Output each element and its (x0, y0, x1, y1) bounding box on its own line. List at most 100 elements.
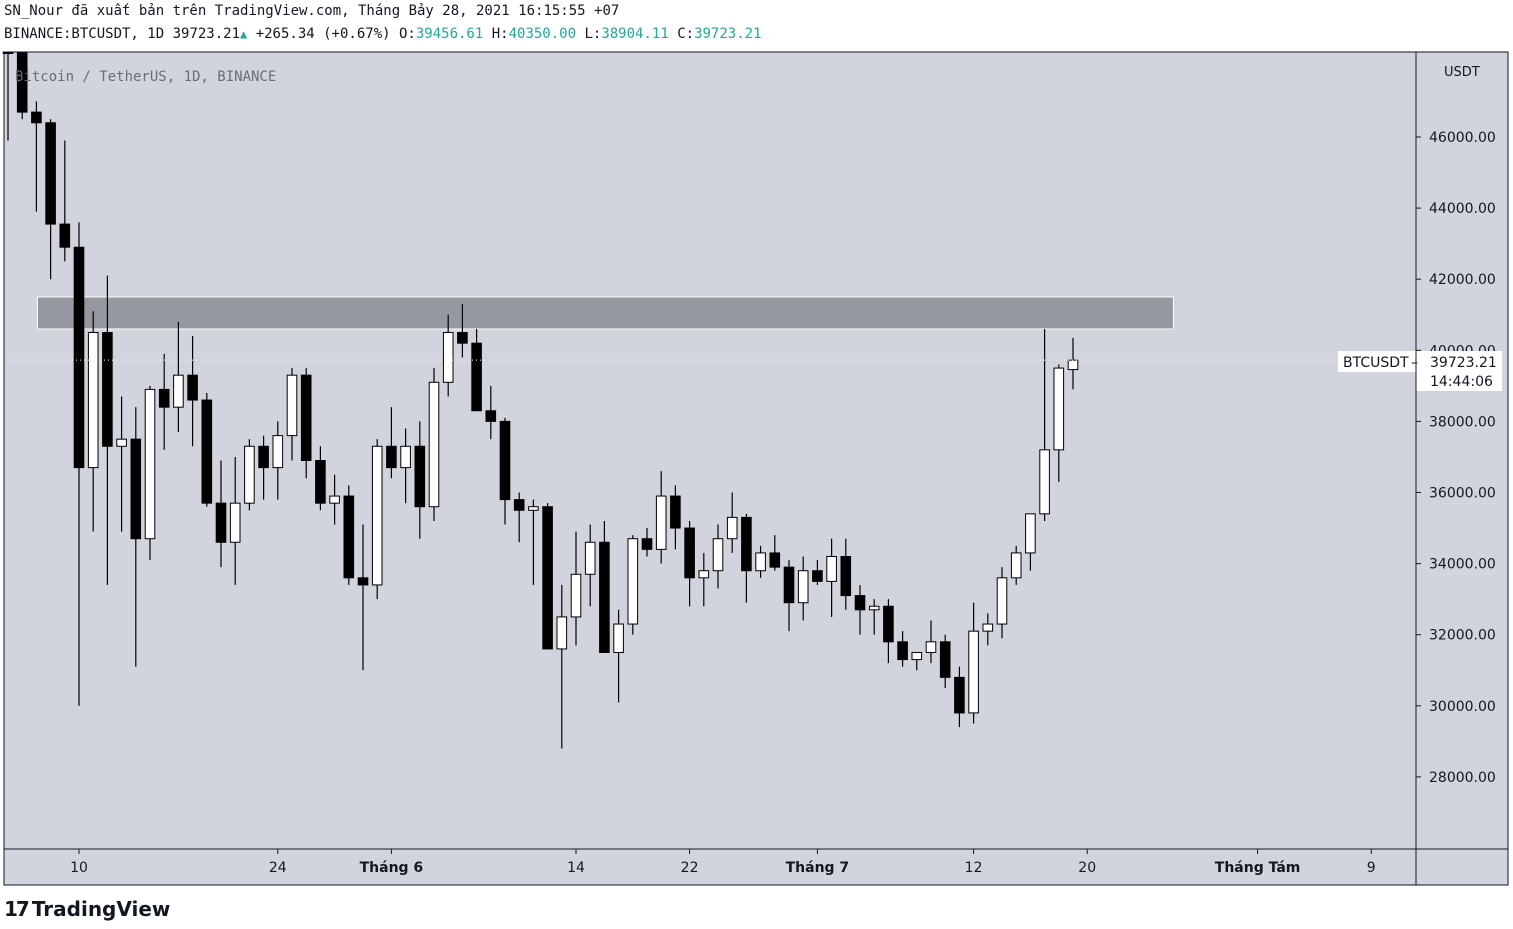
time-axis[interactable] (4, 849, 1508, 885)
candle-body[interactable] (826, 555, 837, 582)
candle-body[interactable] (258, 445, 269, 469)
candle-body[interactable] (59, 223, 71, 248)
candle-body[interactable] (31, 111, 42, 124)
publish-info: SN_Nour đã xuất bản trên TradingView.com… (4, 3, 620, 19)
resistance-zone[interactable] (36, 296, 1174, 330)
ohlc-legend: BINANCE:BTCUSDT, 1D 39723.21▲ +265.34 (+… (4, 26, 762, 42)
candle-body[interactable] (1025, 513, 1036, 554)
candle-body[interactable] (201, 399, 213, 504)
candle-body[interactable] (173, 374, 184, 408)
x-tick-label: Tháng 6 (360, 860, 424, 876)
y-tick-label: 34000.00 (1429, 557, 1496, 573)
candle-body[interactable] (229, 502, 241, 543)
candle-body[interactable] (428, 381, 440, 508)
candle-body[interactable] (244, 445, 255, 504)
candle-body[interactable] (883, 605, 894, 643)
candle-body[interactable] (741, 516, 752, 572)
candle-body[interactable] (556, 616, 568, 650)
candle-body[interactable] (698, 570, 710, 579)
candle-body[interactable] (627, 538, 639, 625)
candle-body[interactable] (414, 445, 426, 508)
time-axis-ticks: 10 24 Tháng 6 14 22 Tháng 7 12 20 Tháng Tám 9 (70, 849, 1376, 876)
candle-body[interactable] (797, 570, 809, 604)
candle-body[interactable] (599, 541, 610, 653)
candle-body[interactable] (613, 623, 624, 653)
candle-body[interactable] (812, 570, 823, 582)
candle-body[interactable] (769, 552, 781, 568)
candle-body[interactable] (911, 651, 923, 661)
candle-body[interactable] (272, 435, 284, 469)
candle-body[interactable] (286, 374, 298, 437)
chart-title: Bitcoin / TetherUS, 1D, BINANCE (15, 69, 276, 85)
candle-body[interactable] (442, 332, 454, 383)
candle-body[interactable] (400, 445, 411, 469)
candle-body[interactable] (144, 388, 156, 540)
candle-body[interactable] (1067, 359, 1079, 371)
candle-body[interactable] (315, 460, 326, 504)
candle-body[interactable] (897, 641, 908, 661)
candle-body[interactable] (300, 374, 312, 462)
candle-body[interactable] (130, 438, 142, 540)
candle-body[interactable] (655, 495, 667, 550)
plot-area[interactable] (4, 52, 1416, 849)
x-tick-label: 22 (681, 860, 699, 876)
y-tick-label: 46000.00 (1429, 130, 1496, 146)
candle-body[interactable] (1039, 449, 1050, 515)
candle-body[interactable] (925, 641, 937, 653)
y-tick-label: 30000.00 (1429, 699, 1496, 715)
low-label: L: (584, 26, 602, 42)
y-tick-label: 44000.00 (1429, 201, 1496, 217)
last-price-symbol: BTCUSDT (1343, 355, 1409, 371)
candle-body[interactable] (570, 573, 582, 618)
unit-mask (1416, 52, 1508, 72)
candle-body[interactable] (982, 623, 994, 632)
candle-body[interactable] (499, 420, 511, 501)
candle-body[interactable] (868, 605, 880, 611)
candle-body[interactable] (513, 499, 525, 511)
candle-body[interactable] (968, 630, 979, 714)
candle-body[interactable] (73, 246, 85, 469)
candle-body[interactable] (1010, 552, 1022, 579)
candle-body[interactable] (158, 388, 170, 408)
candle-body[interactable] (45, 122, 56, 225)
candle-body[interactable] (187, 374, 198, 401)
price-axis[interactable] (1416, 52, 1508, 849)
candle-body[interactable] (343, 495, 355, 579)
candle-body[interactable] (996, 577, 1008, 625)
candle-body[interactable] (329, 495, 340, 504)
candle-body[interactable] (641, 538, 653, 550)
y-tick-label: 28000.00 (1429, 770, 1496, 786)
candle-body[interactable] (542, 506, 553, 650)
candle-body[interactable] (712, 538, 724, 572)
candle-body[interactable] (528, 506, 539, 511)
open-value: 39456.61 (415, 26, 484, 42)
candle-body[interactable] (684, 527, 695, 579)
candle-body[interactable] (116, 438, 127, 447)
candle-body[interactable] (840, 555, 852, 597)
candle-body[interactable] (854, 595, 866, 611)
candle-body[interactable] (783, 566, 795, 604)
y-tick-label: 42000.00 (1429, 272, 1496, 288)
candle-body[interactable] (670, 495, 681, 529)
candle-body[interactable] (386, 445, 397, 469)
tradingview-logo[interactable]: 17 TradingView (4, 897, 170, 921)
candle-body[interactable] (471, 342, 482, 412)
last-price-value-box (1416, 351, 1502, 391)
open-label: O: (399, 26, 416, 42)
candle-body[interactable] (584, 541, 596, 575)
candle-body[interactable] (1053, 367, 1065, 451)
candle-body[interactable] (357, 577, 369, 586)
candle-body[interactable] (726, 516, 738, 540)
candle-body[interactable] (457, 332, 468, 344)
x-tick-label: 14 (567, 860, 585, 876)
candle-body[interactable] (954, 676, 965, 714)
candle-body[interactable] (485, 410, 497, 422)
candle-body[interactable] (371, 445, 383, 586)
candle-body[interactable] (215, 502, 227, 543)
candle-body[interactable] (102, 332, 113, 447)
x-tick-label: 20 (1078, 860, 1096, 876)
candle-body[interactable] (755, 552, 766, 572)
candle-body[interactable] (87, 332, 99, 469)
candle-body[interactable] (939, 641, 951, 678)
